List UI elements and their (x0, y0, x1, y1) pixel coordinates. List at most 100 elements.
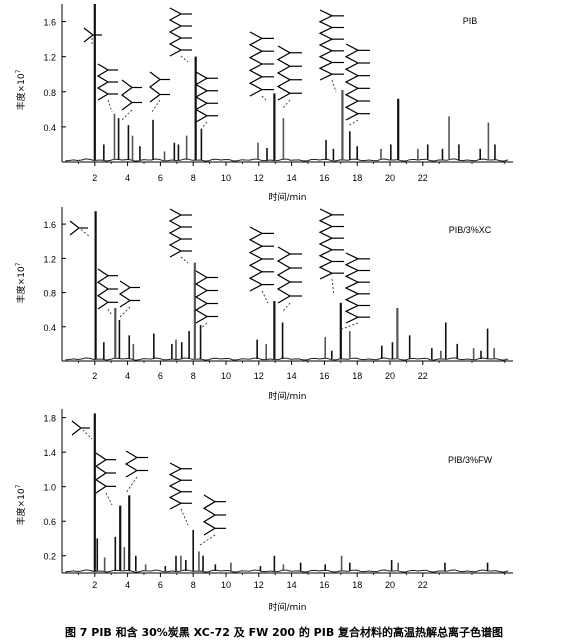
molecule-structure-icon (118, 280, 140, 308)
x-tick-label: 10 (221, 580, 231, 590)
molecule-structure-icon (318, 9, 344, 81)
molecule-structure-icon (276, 45, 302, 101)
x-tick-label: 14 (287, 580, 297, 590)
y-tick-label: 0.4 (43, 323, 56, 333)
baseline-trace (65, 158, 509, 162)
molecule-structure-icon (96, 268, 118, 310)
structure-leader-line (125, 476, 138, 494)
molecule-structure-icon (168, 208, 192, 258)
x-axis-label: 时间/min (268, 601, 306, 613)
x-tick-label: 10 (221, 371, 231, 381)
x-tick-label: 2 (92, 173, 97, 183)
x-tick-label: 18 (352, 371, 362, 381)
x-tick-label: 2 (92, 371, 97, 381)
x-tick-label: 8 (191, 173, 196, 183)
y-tick-label: 0.2 (43, 552, 56, 562)
structure-leader-line (331, 79, 337, 93)
y-tick-label: 1.2 (43, 53, 56, 63)
x-tick-label: 14 (287, 173, 297, 183)
molecule-structure-icon (248, 226, 274, 292)
molecule-structure-icon (344, 43, 370, 121)
y-tick-label: 0.8 (43, 289, 56, 299)
structure-leader-line (107, 308, 113, 316)
structure-leader-line (282, 99, 291, 109)
molecule-structure-icon (149, 71, 170, 103)
structure-leader-line (347, 119, 359, 127)
x-tick-label: 4 (125, 580, 130, 590)
molecule-structure-icon (194, 71, 218, 123)
structure-leader-line (341, 322, 359, 330)
structure-leader-line (180, 55, 189, 63)
x-tick-label: 6 (158, 371, 163, 381)
x-tick-label: 8 (191, 580, 196, 590)
structure-leader-line (282, 302, 291, 312)
series-label: PIB/3%XC (449, 225, 492, 235)
structure-leader-line (199, 534, 216, 546)
x-tick-label: 22 (418, 371, 428, 381)
structure-leader-line (331, 278, 335, 296)
x-tick-label: 12 (254, 580, 264, 590)
baseline-trace (65, 357, 509, 361)
molecule-structure-icon (276, 246, 302, 304)
molecule-structure-icon (96, 63, 118, 101)
molecule-structure-icon (168, 7, 192, 57)
x-tick-label: 6 (158, 173, 163, 183)
y-axis-label-exponent: 7 (15, 484, 22, 488)
molecule-structure-icon (83, 27, 102, 43)
series-label: PIB (463, 16, 478, 26)
x-tick-label: 18 (352, 580, 362, 590)
x-tick-label: 20 (385, 173, 395, 183)
structure-leader-line (201, 121, 208, 129)
molecule-structure-icon (318, 208, 344, 280)
figure-caption: 图 7 PIB 和含 30%炭黑 XC-72 及 FW 200 的 PIB 复合… (64, 626, 504, 639)
structure-leader-line (151, 99, 161, 113)
y-tick-label: 1.2 (43, 254, 56, 264)
structure-leader-line (199, 322, 208, 330)
x-axis-label: 时间/min (268, 390, 306, 402)
x-tick-label: 4 (125, 371, 130, 381)
x-tick-label: 8 (191, 371, 196, 381)
y-tick-label: 1.6 (43, 220, 56, 230)
y-tick-label: 0.4 (43, 123, 56, 133)
x-tick-label: 20 (385, 371, 395, 381)
structure-leader-line (79, 426, 93, 440)
x-tick-label: 16 (319, 371, 329, 381)
structure-leader-line (261, 95, 267, 101)
structure-leader-line (261, 290, 269, 304)
y-axis-label-exponent: 7 (15, 262, 22, 266)
x-axis-label: 时间/min (268, 191, 306, 203)
structure-leader-line (180, 256, 189, 264)
x-tick-label: 22 (418, 173, 428, 183)
chromatogram-panel-pib: 0.4 0.8 1.2 1.6 2 4 6 8 10 12 14 16 18 20 22 丰度×107 时间/m… (0, 0, 568, 210)
y-axis-label: 丰度×107 (15, 484, 27, 525)
molecule-structure-icon (248, 31, 274, 97)
y-axis-label: 丰度×107 (15, 69, 27, 110)
x-tick-label: 16 (319, 173, 329, 183)
structure-leader-line (119, 306, 131, 318)
x-tick-label: 4 (125, 173, 130, 183)
y-tick-label: 1.6 (43, 18, 56, 28)
molecule-structure-icon (168, 462, 192, 510)
structure-leader-line (77, 226, 91, 238)
x-tick-label: 6 (158, 580, 163, 590)
structure-leader-line (105, 492, 113, 506)
y-tick-label: 0.8 (43, 88, 56, 98)
molecule-structure-icon (202, 494, 226, 536)
molecule-structure-icon (194, 270, 218, 324)
structure-leader-line (107, 99, 113, 113)
x-tick-label: 14 (287, 371, 297, 381)
structure-leader-line (180, 508, 189, 526)
x-tick-label: 16 (319, 580, 329, 590)
x-tick-label: 12 (254, 173, 264, 183)
baseline-trace (65, 569, 509, 573)
x-tick-label: 10 (221, 173, 231, 183)
series-label: PIB/3%FW (448, 455, 493, 465)
structure-leader-line (121, 109, 133, 121)
y-axis-label-exponent: 7 (15, 69, 22, 73)
x-tick-label: 12 (254, 371, 264, 381)
x-tick-label: 20 (385, 580, 395, 590)
y-tick-label: 0.6 (43, 517, 56, 527)
x-tick-label: 22 (418, 580, 428, 590)
y-axis-label: 丰度×107 (15, 262, 27, 303)
y-tick-label: 1.0 (43, 483, 56, 493)
